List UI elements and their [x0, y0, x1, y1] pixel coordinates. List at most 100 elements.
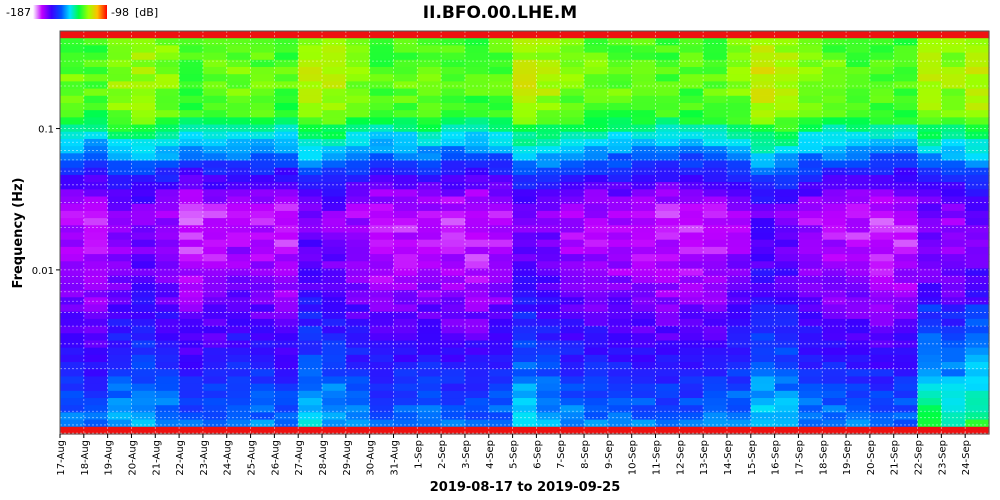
heatmap-cell — [655, 225, 680, 234]
heatmap-cell — [774, 146, 800, 154]
heatmap-cell — [60, 138, 85, 147]
heatmap-cell — [726, 66, 752, 75]
heatmap-cell — [607, 232, 633, 241]
heatmap-cell — [107, 203, 133, 212]
heatmap-cell — [250, 131, 275, 140]
heatmap-cell — [250, 124, 275, 133]
heatmap-cell — [274, 426, 299, 435]
heatmap-cell — [798, 196, 823, 205]
heatmap-cell — [869, 52, 895, 61]
heatmap-cell — [750, 153, 776, 162]
heatmap-cell — [965, 95, 990, 104]
heatmap-cells — [60, 31, 990, 435]
heatmap-cell — [941, 239, 966, 248]
heatmap-cell — [179, 74, 204, 82]
heatmap-cell — [274, 369, 299, 378]
heatmap-cell — [822, 160, 847, 169]
heatmap-cell — [655, 398, 680, 406]
heatmap-cell — [274, 81, 299, 90]
heatmap-cell — [607, 38, 633, 46]
heatmap-cell — [798, 383, 823, 392]
heatmap-cell — [322, 131, 347, 140]
heatmap-cell — [679, 326, 704, 334]
heatmap-cell — [322, 354, 347, 363]
heatmap-cell — [798, 52, 823, 61]
heatmap-cell — [107, 102, 133, 111]
heatmap-cell — [917, 390, 942, 399]
heatmap-cell — [155, 340, 180, 349]
heatmap-cell — [655, 210, 680, 219]
x-tick-label: 24-Aug — [223, 440, 234, 476]
heatmap-cell — [893, 426, 919, 435]
heatmap-cell — [893, 31, 919, 39]
heatmap-cell — [322, 66, 347, 75]
heatmap-cell — [393, 354, 418, 363]
heatmap-cell — [179, 297, 204, 306]
heatmap-cell — [441, 146, 466, 154]
heatmap-cell — [131, 254, 156, 262]
heatmap-cell — [345, 189, 371, 198]
heatmap-cell — [369, 412, 395, 421]
heatmap-cell — [131, 203, 156, 212]
heatmap-cell — [393, 304, 418, 313]
heatmap-cell — [703, 347, 728, 356]
heatmap-cell — [464, 196, 490, 205]
heatmap-cell — [607, 347, 633, 356]
heatmap-cell — [679, 196, 704, 205]
heatmap-cell — [322, 232, 347, 241]
heatmap-cell — [369, 282, 395, 291]
heatmap-cell — [846, 182, 871, 190]
heatmap-cell — [941, 354, 966, 363]
heatmap-cell — [893, 146, 919, 154]
heatmap-cell — [846, 311, 871, 320]
heatmap-cell — [631, 167, 657, 176]
heatmap-cell — [322, 398, 347, 406]
heatmap-cell — [202, 268, 228, 277]
heatmap-cell — [679, 239, 704, 248]
heatmap-cell — [155, 189, 180, 198]
heatmap-cell — [917, 146, 942, 154]
heatmap-cell — [131, 182, 156, 190]
heatmap-cell — [83, 138, 109, 147]
heatmap-cell — [322, 31, 347, 39]
heatmap-cell — [155, 369, 180, 378]
heatmap-cell — [274, 218, 299, 226]
heatmap-cell — [726, 160, 752, 169]
heatmap-cell — [560, 59, 585, 68]
heatmap-cell — [226, 390, 252, 399]
x-axis-label: 2019-08-17 to 2019-09-25 — [430, 480, 621, 495]
heatmap-cell — [798, 275, 823, 284]
heatmap-cell — [226, 333, 252, 342]
heatmap-cell — [512, 412, 538, 421]
heatmap-cell — [155, 354, 180, 363]
heatmap-cell — [726, 189, 752, 198]
heatmap-cell — [250, 390, 275, 399]
heatmap-cell — [560, 254, 585, 262]
heatmap-cell — [607, 239, 633, 248]
heatmap-cell — [941, 419, 966, 428]
heatmap-cell — [202, 124, 228, 133]
heatmap-cell — [83, 167, 109, 176]
heatmap-cell — [179, 203, 204, 212]
heatmap-cell — [441, 218, 466, 226]
heatmap-cell — [274, 110, 299, 118]
heatmap-cell — [631, 340, 657, 349]
x-tick-label: 16-Sep — [771, 440, 782, 475]
heatmap-cell — [250, 66, 275, 75]
heatmap-cell — [393, 88, 418, 97]
heatmap-cell — [441, 203, 466, 212]
heatmap-cell — [131, 174, 156, 183]
heatmap-cell — [393, 369, 418, 378]
heatmap-cell — [274, 59, 299, 68]
heatmap-cell — [417, 174, 442, 183]
heatmap-cell — [393, 138, 418, 147]
heatmap-cell — [703, 196, 728, 205]
heatmap-cell — [417, 66, 442, 75]
heatmap-cell — [131, 390, 156, 399]
heatmap-cell — [250, 239, 275, 248]
heatmap-cell — [965, 110, 990, 118]
heatmap-cell — [893, 167, 919, 176]
heatmap-cell — [941, 347, 966, 356]
heatmap-cell — [536, 153, 561, 162]
heatmap-cell — [131, 117, 156, 126]
